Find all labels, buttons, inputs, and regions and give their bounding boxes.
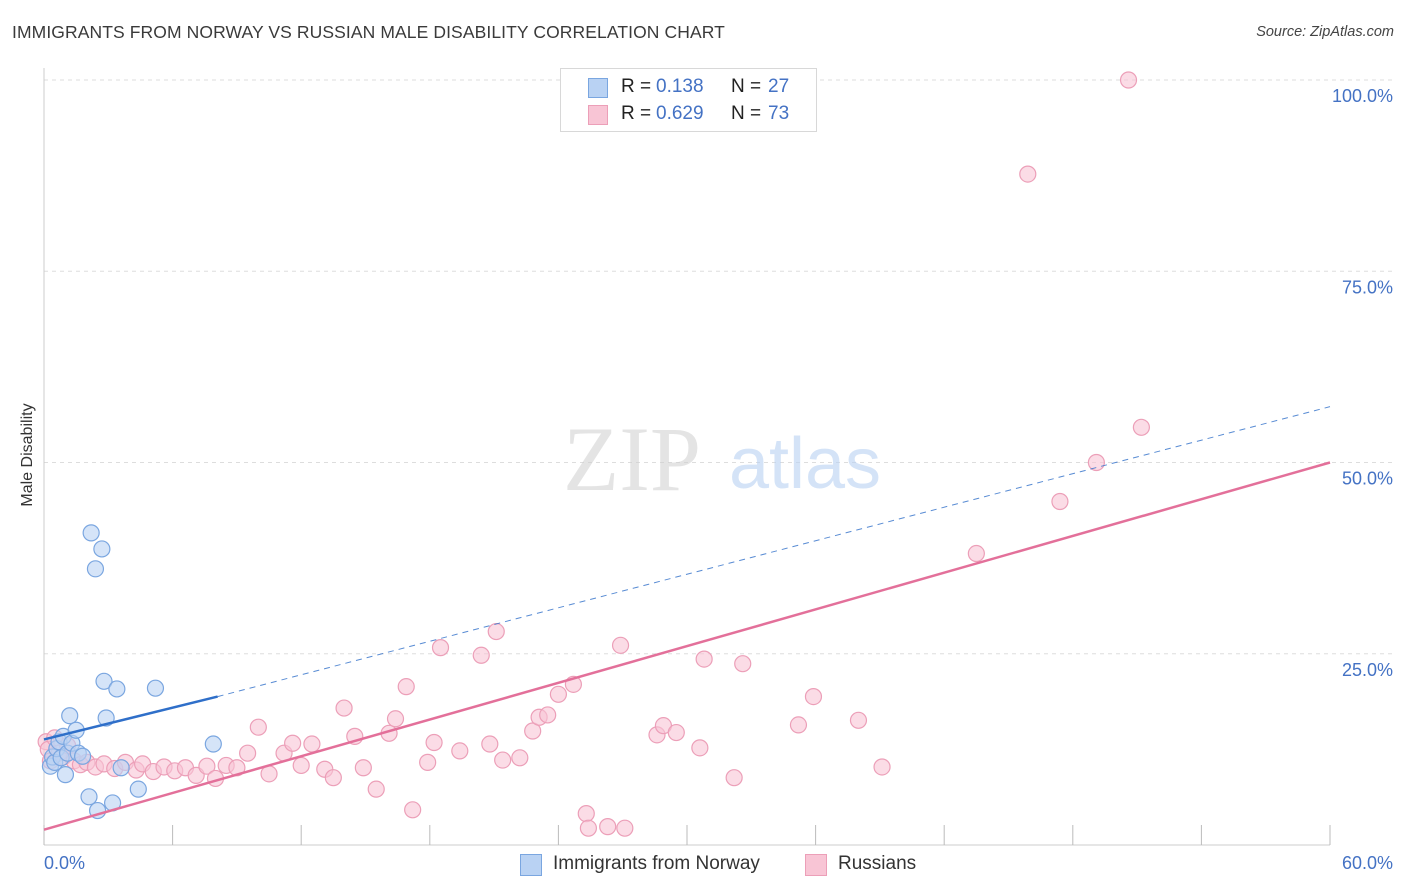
point-norway [95,672,113,690]
point-russians [511,749,529,767]
chart-title: IMMIGRANTS FROM NORWAY VS RUSSIAN MALE D… [12,22,725,42]
point-norway [56,766,75,784]
point-norway [112,759,130,777]
point-russians [284,734,302,752]
point-russians [967,544,985,563]
point-russians [249,718,267,736]
point-russians [386,710,405,728]
legend-r-value: 0.629 [656,103,704,124]
x-tick-labels: 0.0% 60.0% [44,853,1393,873]
point-russians [691,739,709,757]
point-russians [303,735,321,753]
bottom-legend-label-norway: Immigrants from Norway [553,853,760,874]
point-norway [61,707,79,725]
point-russians [1087,453,1105,472]
point-russians [549,685,568,703]
point-russians [198,757,216,775]
watermark-zip: ZIP [563,408,701,510]
point-russians [849,711,868,729]
bottom-legend-swatch-russians [805,854,827,876]
axes [43,68,1331,846]
y-tick-label: 50.0% [1342,469,1393,489]
point-russians [725,769,743,787]
point-norway [204,735,222,753]
series-russians [37,71,1150,837]
bottom-legend-swatch-norway [520,854,542,876]
point-russians [611,636,630,654]
point-russians [524,722,542,740]
x-tick-label-min: 0.0% [44,853,85,873]
point-russians [1019,165,1037,183]
y-tick-label: 25.0% [1342,660,1393,680]
point-russians [397,678,415,696]
watermark: ZIP atlas [563,408,881,510]
point-russians [695,650,713,668]
legend-r-label: R = [621,103,652,124]
point-russians [481,735,499,753]
point-russians [1132,418,1150,436]
point-russians [599,818,617,836]
point-russians [1119,71,1138,89]
point-russians [239,744,257,762]
point-russians [789,716,808,734]
point-norway [108,680,126,698]
point-russians [425,733,443,752]
point-norway [129,780,147,798]
legend-n-label: N = [731,76,762,97]
point-russians [419,753,437,771]
point-russians [1051,492,1069,511]
point-russians [873,758,891,776]
watermark-atlas: atlas [729,424,881,504]
point-russians [577,805,595,823]
point-russians [354,759,372,777]
trend-line-norway-extrapolated [217,406,1331,698]
legend-r-value: 0.138 [656,76,704,97]
point-russians [494,751,512,769]
bottom-legend-label-russians: Russians [838,853,917,874]
point-norway [86,560,105,578]
trend-line-russians [43,461,1331,831]
point-russians [667,723,685,742]
point-russians [472,646,490,664]
legend-n-label: N = [731,103,762,124]
legend-swatch-russians [588,105,608,125]
point-russians [579,819,598,837]
point-russians [451,742,469,760]
legend-row-russians: R = 0.629 N = 73 [561,101,816,127]
point-norway [93,540,111,558]
point-norway [73,747,92,765]
legend-n-value: 27 [768,76,790,97]
series-immigrants-from-norway [41,524,222,820]
point-russians [431,639,450,657]
x-tick-label-max: 60.0% [1342,853,1393,873]
point-russians [616,819,634,837]
point-russians [324,769,342,787]
legend-row-norway: R = 0.138 N = 27 [561,74,816,100]
point-russians [367,780,385,798]
point-norway [80,788,98,806]
point-russians [404,801,422,819]
point-russians [292,756,310,775]
y-tick-label: 100.0% [1332,86,1393,106]
point-norway [82,524,100,542]
point-russians [335,699,353,717]
legend-swatch-norway [588,78,608,98]
point-norway [146,679,165,697]
point-russians [539,706,557,724]
trend-line-norway [43,695,218,741]
stats-legend: R = 0.138 N = 27 R = 0.629 N = 73 [560,68,817,132]
y-tick-labels: 25.0% 50.0% 75.0% 100.0% [1332,86,1393,680]
trend-lines [43,406,1331,831]
point-russians [734,655,752,673]
grid-lines [44,79,1392,655]
source-label: Source: ZipAtlas.com [1256,24,1394,40]
y-tick-label: 75.0% [1342,277,1393,297]
point-russians [487,622,505,641]
point-russians [804,687,823,706]
legend-r-label: R = [621,76,652,97]
legend-n-value: 73 [768,103,790,124]
